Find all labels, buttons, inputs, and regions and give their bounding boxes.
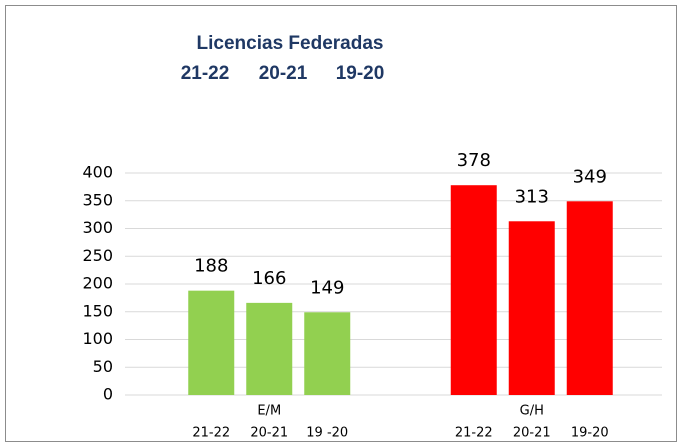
y-tick-label: 300 [82, 218, 113, 237]
bar-label: 21-22 [192, 426, 230, 441]
y-tick-label: 350 [82, 190, 113, 209]
x-tick-label: E/M [257, 404, 281, 419]
y-tick-label: 100 [82, 329, 113, 348]
data-label: 313 [515, 186, 549, 207]
y-tick-label: 50 [93, 357, 113, 376]
data-label: 378 [457, 150, 491, 171]
data-label: 149 [310, 277, 344, 298]
bar-label: 21-22 [455, 426, 493, 441]
data-label: 166 [252, 268, 286, 289]
y-tick-label: 400 [82, 163, 113, 182]
y-tick-label: 200 [82, 274, 113, 293]
bar [566, 201, 613, 395]
chart-subtitle: 20-21 [259, 63, 308, 84]
x-tick-label: G/H [520, 404, 544, 419]
bar [304, 312, 351, 395]
chart-title: Licencias Federadas [197, 33, 384, 54]
bar [188, 290, 235, 395]
y-tick-label: 150 [82, 301, 113, 320]
bar [246, 302, 293, 395]
bar-label: 19-20 [571, 426, 609, 441]
bar [450, 185, 497, 395]
data-label: 188 [194, 256, 228, 277]
y-tick-label: 250 [82, 246, 113, 265]
data-label: 349 [573, 166, 607, 187]
bar-label: 19 -20 [306, 426, 348, 441]
bar [508, 221, 555, 395]
y-tick-label: 0 [103, 385, 113, 404]
chart-subtitle: 19-20 [336, 63, 385, 84]
bar-label: 20-21 [250, 426, 288, 441]
bar-label: 20-21 [513, 426, 551, 441]
chart-subtitle: 21-22 [181, 63, 230, 84]
